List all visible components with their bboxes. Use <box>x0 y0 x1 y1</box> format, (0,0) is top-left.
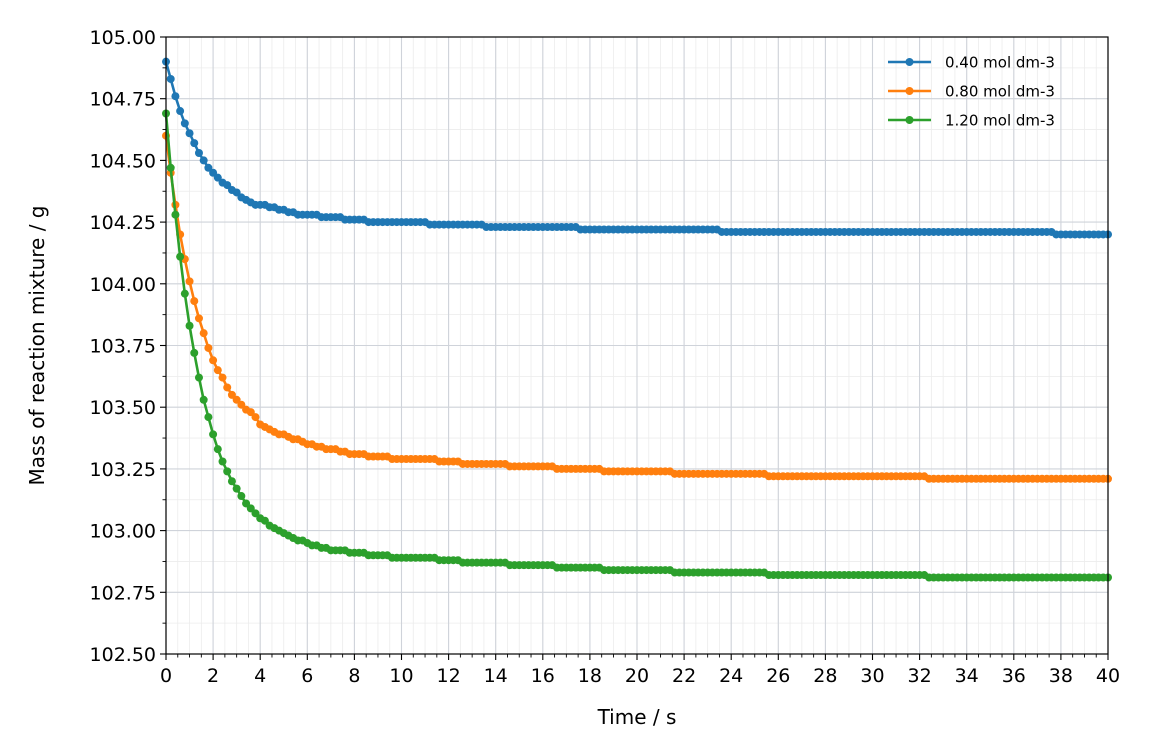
x-tick-label: 6 <box>301 665 313 687</box>
y-tick-label: 103.25 <box>90 459 156 481</box>
data-point <box>251 413 260 422</box>
data-point <box>213 366 222 375</box>
data-point <box>204 343 213 352</box>
data-point <box>223 467 232 476</box>
data-point <box>190 297 199 306</box>
data-point <box>209 430 218 439</box>
data-point <box>171 92 180 101</box>
data-point <box>190 139 199 148</box>
data-point <box>185 277 194 286</box>
data-point <box>209 356 218 365</box>
x-tick-label: 24 <box>719 665 743 687</box>
x-tick-label: 32 <box>908 665 932 687</box>
x-tick-label: 8 <box>348 665 360 687</box>
data-point <box>166 74 175 83</box>
data-point <box>232 484 241 493</box>
data-point <box>180 289 189 298</box>
data-point <box>171 210 180 219</box>
y-tick-label: 104.00 <box>90 274 156 296</box>
data-point <box>199 329 208 338</box>
series-3 <box>162 109 1112 582</box>
legend-item: 0.80 mol dm-3 <box>888 83 1055 101</box>
x-tick-label: 2 <box>207 665 219 687</box>
x-tick-label: 30 <box>860 665 884 687</box>
x-axis-label: Time / s <box>597 705 677 729</box>
data-point <box>237 492 246 501</box>
data-point <box>185 129 194 138</box>
x-tick-label: 16 <box>531 665 555 687</box>
y-tick-label: 103.75 <box>90 336 156 358</box>
data-point <box>218 457 227 466</box>
x-tick-label: 20 <box>625 665 649 687</box>
data-point <box>190 348 199 357</box>
x-tick-label: 34 <box>955 665 979 687</box>
y-tick-label: 102.50 <box>90 644 156 666</box>
legend-label: 0.40 mol dm-3 <box>945 54 1055 72</box>
legend-marker <box>905 87 914 95</box>
data-point <box>218 373 227 382</box>
data-point <box>176 107 185 116</box>
data-point <box>194 373 203 382</box>
data-point <box>223 383 232 392</box>
x-tick-label: 18 <box>578 665 602 687</box>
y-tick-label: 103.50 <box>90 397 156 419</box>
data-point <box>180 119 189 128</box>
data-point <box>194 149 203 157</box>
data-point <box>185 321 194 330</box>
legend-marker <box>905 58 914 66</box>
x-tick-label: 28 <box>813 665 837 687</box>
y-tick-label: 104.50 <box>90 150 156 172</box>
legend-item: 1.20 mol dm-3 <box>888 112 1055 130</box>
data-point <box>176 252 185 261</box>
data-point <box>227 477 236 486</box>
legend-label: 1.20 mol dm-3 <box>945 112 1055 130</box>
series-1 <box>162 57 1112 239</box>
data-point <box>194 314 203 323</box>
x-tick-label: 0 <box>160 665 172 687</box>
data-point <box>204 413 213 422</box>
x-tick-label: 14 <box>484 665 508 687</box>
x-tick-label: 10 <box>389 665 413 687</box>
y-tick-label: 103.00 <box>90 521 156 543</box>
x-tick-label: 36 <box>1002 665 1026 687</box>
x-tick-label: 22 <box>672 665 696 687</box>
y-tick-label: 104.25 <box>90 212 156 234</box>
x-tick-label: 40 <box>1096 665 1120 687</box>
legend-label: 0.80 mol dm-3 <box>945 83 1055 101</box>
y-tick-label: 102.75 <box>90 582 156 604</box>
x-tick-label: 4 <box>254 665 266 687</box>
y-axis: 102.50 102.75 103.00 103.25 103.50 103.75 104.… <box>90 27 166 666</box>
data-point <box>166 163 175 172</box>
legend-item: 0.40 mol dm-3 <box>888 54 1055 72</box>
series-2 <box>162 131 1112 483</box>
y-axis-label: Mass of reaction mixture / g <box>25 206 49 486</box>
data-point <box>199 156 208 165</box>
legend-marker <box>905 116 914 124</box>
x-axis: 0 2 4 6 8 10 12 14 16 18 20 22 24 26 28 30 32 34 36 38 40 <box>160 654 1120 687</box>
x-tick-label: 12 <box>437 665 461 687</box>
y-tick-label: 104.75 <box>90 89 156 111</box>
x-tick-label: 38 <box>1049 665 1073 687</box>
data-point <box>199 395 208 404</box>
x-tick-label: 26 <box>766 665 790 687</box>
data-point <box>213 445 222 454</box>
major-grid <box>165 36 1109 655</box>
legend: 0.40 mol dm-3 0.80 mol dm-3 1.20 mol dm-3 <box>888 54 1055 130</box>
series-layer <box>162 57 1112 582</box>
y-tick-label: 105.00 <box>90 27 156 49</box>
